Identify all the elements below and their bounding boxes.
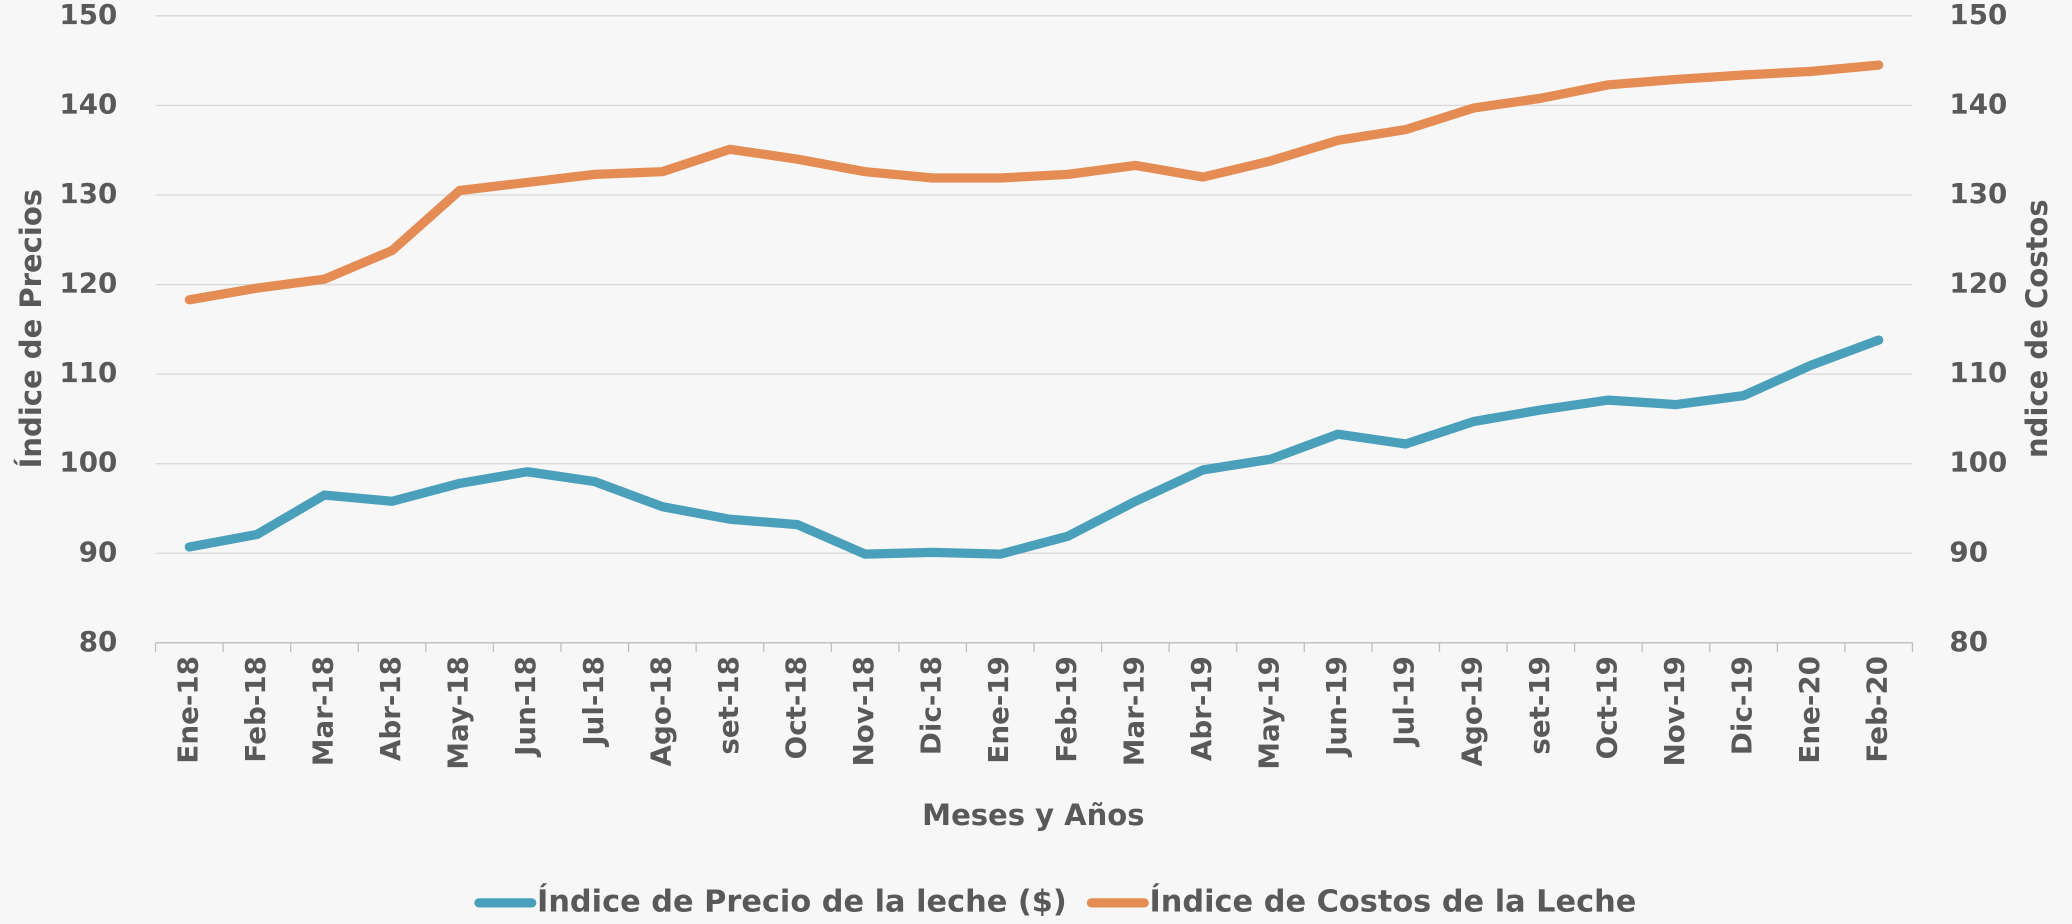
x-tick-label: Dic-18 bbox=[915, 656, 948, 755]
x-axis-title: Meses y Años bbox=[922, 798, 1144, 832]
legend-label: Índice de Costos de la Leche bbox=[1150, 883, 1637, 919]
x-tick-label: Abr-19 bbox=[1185, 656, 1218, 761]
y-tick-label: 90 bbox=[79, 535, 118, 568]
x-tick-label: May-19 bbox=[1253, 656, 1286, 770]
x-tick-label: Ago-19 bbox=[1455, 656, 1488, 766]
legend-label: Índice de Precio de la leche ($) bbox=[537, 883, 1067, 919]
x-tick-label: Feb-20 bbox=[1861, 656, 1894, 763]
y-tick-label: 80 bbox=[79, 625, 118, 658]
y2-tick-label: 130 bbox=[1949, 177, 2007, 210]
x-tick-label: Ago-18 bbox=[644, 656, 677, 766]
x-tick-label: Feb-18 bbox=[239, 656, 272, 763]
line-series bbox=[184, 60, 1884, 305]
y2-tick-label: 80 bbox=[1949, 625, 1988, 658]
y-tick-label: 110 bbox=[59, 356, 117, 389]
x-tick-label: May-18 bbox=[442, 656, 475, 770]
x-tick-label: Ene-18 bbox=[171, 656, 204, 764]
x-tick-label: Nov-19 bbox=[1658, 656, 1691, 766]
x-tick-label: set-19 bbox=[1523, 656, 1556, 755]
y-tick-label: 100 bbox=[59, 446, 117, 479]
x-tick-label: Abr-18 bbox=[374, 656, 407, 761]
x-tick-label: Dic-19 bbox=[1726, 656, 1759, 755]
y-tick-label: 130 bbox=[59, 177, 117, 210]
x-tick-label: Nov-18 bbox=[847, 656, 880, 766]
y-tick-label: 120 bbox=[59, 267, 117, 300]
y2-axis-title: ndice de Costos bbox=[2020, 199, 2054, 458]
y2-tick-label: 110 bbox=[1949, 356, 2007, 389]
y2-tick-label: 150 bbox=[1949, 0, 2007, 31]
x-tick-label: Ene-20 bbox=[1793, 656, 1826, 764]
x-tick-label: Jun-19 bbox=[1320, 656, 1353, 758]
x-tick-label: Oct-19 bbox=[1590, 656, 1623, 759]
y2-tick-label: 100 bbox=[1949, 446, 2007, 479]
x-tick-label: Feb-19 bbox=[1050, 656, 1083, 763]
y-tick-label: 150 bbox=[59, 0, 117, 31]
y-axis-title: Índice de Precios bbox=[14, 189, 48, 468]
x-tick-label: Mar-19 bbox=[1117, 656, 1150, 766]
x-tick-label: set-18 bbox=[712, 656, 745, 755]
y2-tick-label: 120 bbox=[1949, 267, 2007, 300]
y-tick-label: 140 bbox=[59, 87, 117, 120]
x-tick-label: Jul-19 bbox=[1388, 656, 1421, 748]
x-tick-label: Jul-18 bbox=[577, 656, 610, 748]
x-tick-label: Ene-19 bbox=[982, 656, 1015, 764]
y2-tick-label: 140 bbox=[1949, 87, 2007, 120]
y2-tick-label: 90 bbox=[1949, 535, 1988, 568]
x-tick-label: Mar-18 bbox=[306, 656, 339, 766]
line-series bbox=[184, 335, 1884, 559]
x-tick-label: Jun-18 bbox=[509, 656, 542, 758]
x-tick-label: Oct-18 bbox=[780, 656, 813, 759]
